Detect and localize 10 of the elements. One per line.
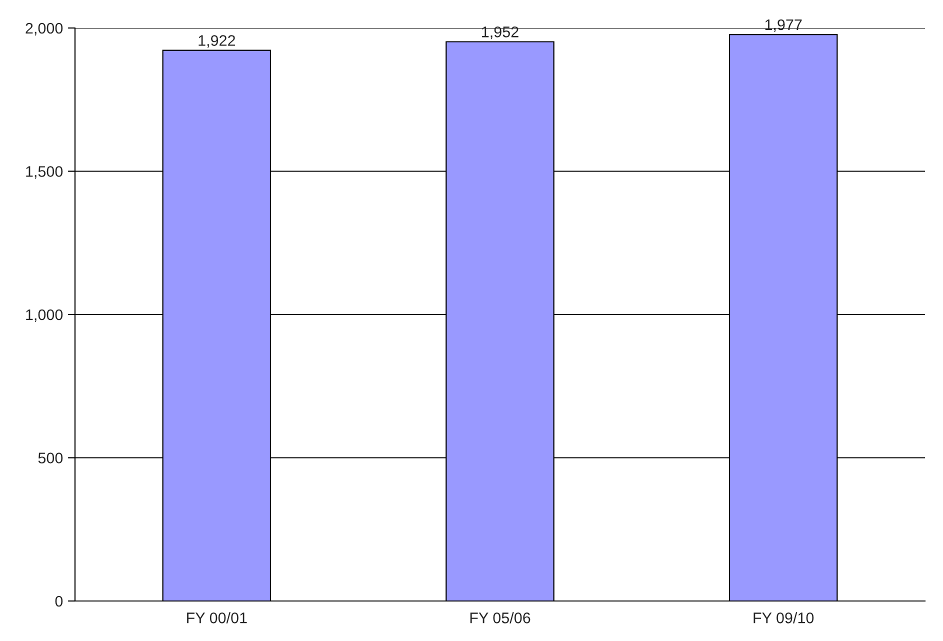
y-tick-label: 0: [55, 596, 63, 607]
data-label: 1,922: [198, 35, 236, 48]
data-label: 1,952: [482, 26, 518, 40]
y-tick-label: 1,500: [26, 166, 63, 179]
y-tick-label: 1,000: [26, 309, 63, 322]
x-tick-label: FY 00/01: [187, 612, 247, 624]
y-tick-label: 2,000: [26, 22, 63, 36]
x-tick-label: FY 09/10: [754, 612, 814, 624]
y-tick-label: 500: [38, 452, 63, 464]
x-tick-label: FY 05/06: [470, 612, 530, 624]
